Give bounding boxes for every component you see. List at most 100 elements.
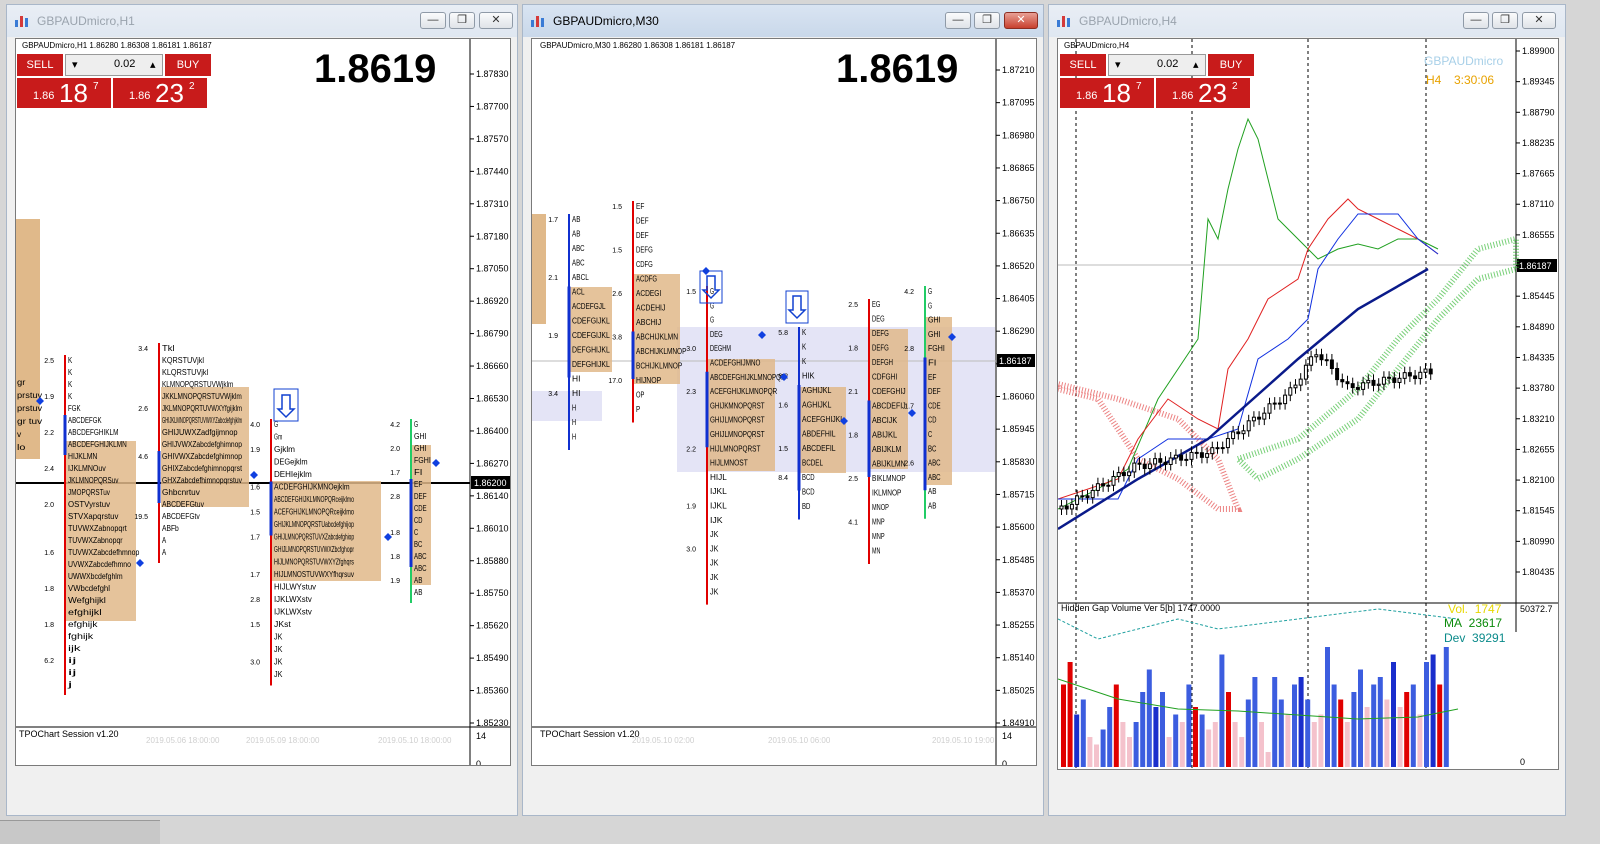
chart-window-h4[interactable]: GBPAUDmicro,H4 — ❐ ✕ 1.89900 1.89345 1.887… bbox=[1048, 4, 1566, 816]
window-titlebar[interactable]: GBPAUDmicro,H1 — ❐ ✕ bbox=[7, 5, 517, 37]
tpo-chart-m30: 1.87210 1.87095 1.86980 1.86865 1.86750 1.866… bbox=[532, 39, 1036, 765]
volume-bar bbox=[1430, 654, 1436, 767]
poc-marker bbox=[250, 471, 258, 479]
minimize-button[interactable]: — bbox=[1463, 12, 1489, 29]
current-price-tag-bg bbox=[1517, 259, 1557, 272]
dev-label-text: Dev bbox=[1444, 631, 1466, 645]
price-tick-label: 1.86290 bbox=[1002, 326, 1035, 336]
tpo-row: GHIJLMNOPQRST bbox=[710, 416, 765, 425]
tpo-row: ABCDEFGK bbox=[68, 416, 102, 425]
tpo-row: CD bbox=[928, 416, 937, 425]
chart-window-m30[interactable]: GBPAUDmicro,M30 — ❐ ✕ 1.87210 1.87095 1.86… bbox=[522, 4, 1044, 816]
candle-body bbox=[1413, 375, 1418, 380]
candle-body bbox=[1106, 484, 1111, 487]
lot-value[interactable]: 0.02 bbox=[114, 58, 136, 70]
window-titlebar[interactable]: GBPAUDmicro,M30 — ❐ ✕ bbox=[523, 5, 1043, 37]
candle-body bbox=[1407, 372, 1412, 377]
candle-body bbox=[1267, 403, 1272, 414]
candle-body bbox=[1205, 453, 1210, 458]
tpo-row: HIJLMNOPQRST bbox=[710, 444, 760, 453]
chevron-down-icon[interactable]: ▾ bbox=[1115, 59, 1121, 71]
price-tick-label: 1.86980 bbox=[1002, 130, 1035, 140]
sell-price-box[interactable]: 1.86 18 7 bbox=[17, 78, 111, 108]
price-tick-label: 1.85360 bbox=[476, 686, 509, 696]
tpo-row: JMOPQRSTuv bbox=[68, 488, 110, 497]
window-titlebar[interactable]: GBPAUDmicro,H4 — ❐ ✕ bbox=[1049, 5, 1565, 37]
sell-button[interactable]: SELL bbox=[1060, 54, 1106, 76]
sell-price-big: 18 bbox=[1102, 78, 1131, 108]
tpo-row: A bbox=[162, 548, 167, 557]
chart-area[interactable]: 1.89900 1.89345 1.88790 1.88235 1.87665 1.871… bbox=[1057, 38, 1559, 770]
tpo-row: TUVWXZabnopqrt bbox=[68, 524, 127, 533]
volume-bar bbox=[1212, 722, 1218, 767]
volume-bar bbox=[1166, 737, 1172, 767]
volume-bar bbox=[1338, 699, 1344, 767]
chevron-up-icon[interactable]: ▴ bbox=[150, 59, 156, 71]
tpo-row: GHIJLMNOPQRST bbox=[710, 430, 765, 439]
tpo-stat: 5.8 bbox=[778, 330, 788, 337]
minimize-button[interactable]: — bbox=[945, 12, 971, 29]
one-click-trading-panel[interactable]: SELL ▾ 0.02 ▴ BUY 1.86 18 7 1.86 23 2 bbox=[1060, 54, 1254, 108]
tpo-row: ij bbox=[68, 668, 77, 677]
close-button[interactable]: ✕ bbox=[479, 12, 513, 29]
restore-button[interactable]: ❐ bbox=[1492, 12, 1518, 29]
candle-body bbox=[1402, 372, 1407, 379]
lot-value[interactable]: 0.02 bbox=[1157, 58, 1179, 70]
volume-bar bbox=[1239, 737, 1245, 767]
chart-icon bbox=[531, 16, 544, 27]
close-button[interactable]: ✕ bbox=[1522, 12, 1556, 29]
sell-price-box[interactable]: 1.86 18 7 bbox=[1060, 78, 1154, 108]
chart-area[interactable]: 1.87830 1.87700 1.87570 1.87440 1.87310 1.871… bbox=[15, 38, 511, 766]
tpo-row: CDEFGHIJ bbox=[872, 387, 906, 396]
tpo-row: ACDEFGHIJKMNOejklm bbox=[274, 483, 350, 492]
tpo-row: ABC bbox=[572, 244, 585, 253]
buy-price-box[interactable]: 1.86 23 2 bbox=[1156, 78, 1250, 108]
price-tick-label: 1.87210 bbox=[1002, 65, 1035, 75]
tpo-profile-q2: EF DEF DEF DEFG CDFG ACDFG ACDEGI ACDEHIJ ABCHIJ… bbox=[608, 201, 686, 423]
buy-price-box[interactable]: 1.86 23 2 bbox=[113, 78, 207, 108]
tpo-row: HIK bbox=[802, 372, 815, 381]
price-tick-label: 1.84910 bbox=[1002, 718, 1035, 728]
candle-body bbox=[1345, 381, 1350, 385]
price-tick-label: 1.83210 bbox=[1522, 414, 1555, 424]
lot-size-field[interactable]: ▾ 0.02 ▴ bbox=[1108, 54, 1206, 76]
volume-bar bbox=[1377, 677, 1383, 767]
volume-bar bbox=[1259, 722, 1264, 767]
tpo-stat: 3.8 bbox=[612, 335, 622, 342]
tpo-row: K bbox=[68, 356, 73, 365]
kumo-bearish bbox=[1058, 380, 1243, 512]
candle-body bbox=[1075, 495, 1080, 505]
price-tick-label: 1.84890 bbox=[1522, 322, 1555, 332]
tpo-stat: 1.5 bbox=[250, 622, 260, 629]
lot-size-field[interactable]: ▾ 0.02 ▴ bbox=[65, 54, 163, 76]
buy-button[interactable]: BUY bbox=[165, 54, 211, 76]
price-tick-label: 1.86750 bbox=[1002, 196, 1035, 206]
restore-button[interactable]: ❐ bbox=[449, 12, 475, 29]
poc-marker bbox=[136, 559, 144, 567]
tpo-row: GHXZabcdefhimnopqrstuv bbox=[162, 476, 242, 485]
chevron-down-icon[interactable]: ▾ bbox=[72, 59, 78, 71]
chevron-up-icon[interactable]: ▴ bbox=[1193, 59, 1199, 71]
tpo-stat: 1.7 bbox=[390, 470, 400, 477]
candle-body bbox=[1147, 463, 1152, 470]
candle-body bbox=[1121, 472, 1126, 477]
candle-body bbox=[1184, 458, 1189, 461]
one-click-trading-panel[interactable]: SELL ▾ 0.02 ▴ BUY 1.86 18 7 1.86 23 2 bbox=[17, 54, 211, 108]
price-tick-label: 1.85880 bbox=[476, 556, 509, 566]
tpo-stat: 1.8 bbox=[390, 530, 400, 537]
price-tick-label: 1.88235 bbox=[1522, 138, 1555, 148]
window-title: GBPAUDmicro,H1 bbox=[37, 14, 135, 28]
candle-body bbox=[1423, 368, 1428, 373]
tpo-row: ACDEHIJ bbox=[636, 304, 665, 313]
poc-marker bbox=[908, 409, 916, 417]
close-button[interactable]: ✕ bbox=[1004, 12, 1038, 29]
minimize-button[interactable]: — bbox=[420, 12, 446, 29]
buy-button[interactable]: BUY bbox=[1208, 54, 1254, 76]
tpo-row: ABCDEFIJ bbox=[872, 402, 906, 411]
restore-button[interactable]: ❐ bbox=[974, 12, 1000, 29]
sell-button[interactable]: SELL bbox=[17, 54, 63, 76]
chart-window-h1[interactable]: GBPAUDmicro,H1 — ❐ ✕ 1.87830 1.87700 1.875… bbox=[6, 4, 518, 816]
volume-bar bbox=[1272, 677, 1278, 767]
chart-area[interactable]: 1.87210 1.87095 1.86980 1.86865 1.86750 1.866… bbox=[531, 38, 1037, 766]
taskbar-strip bbox=[0, 820, 160, 844]
